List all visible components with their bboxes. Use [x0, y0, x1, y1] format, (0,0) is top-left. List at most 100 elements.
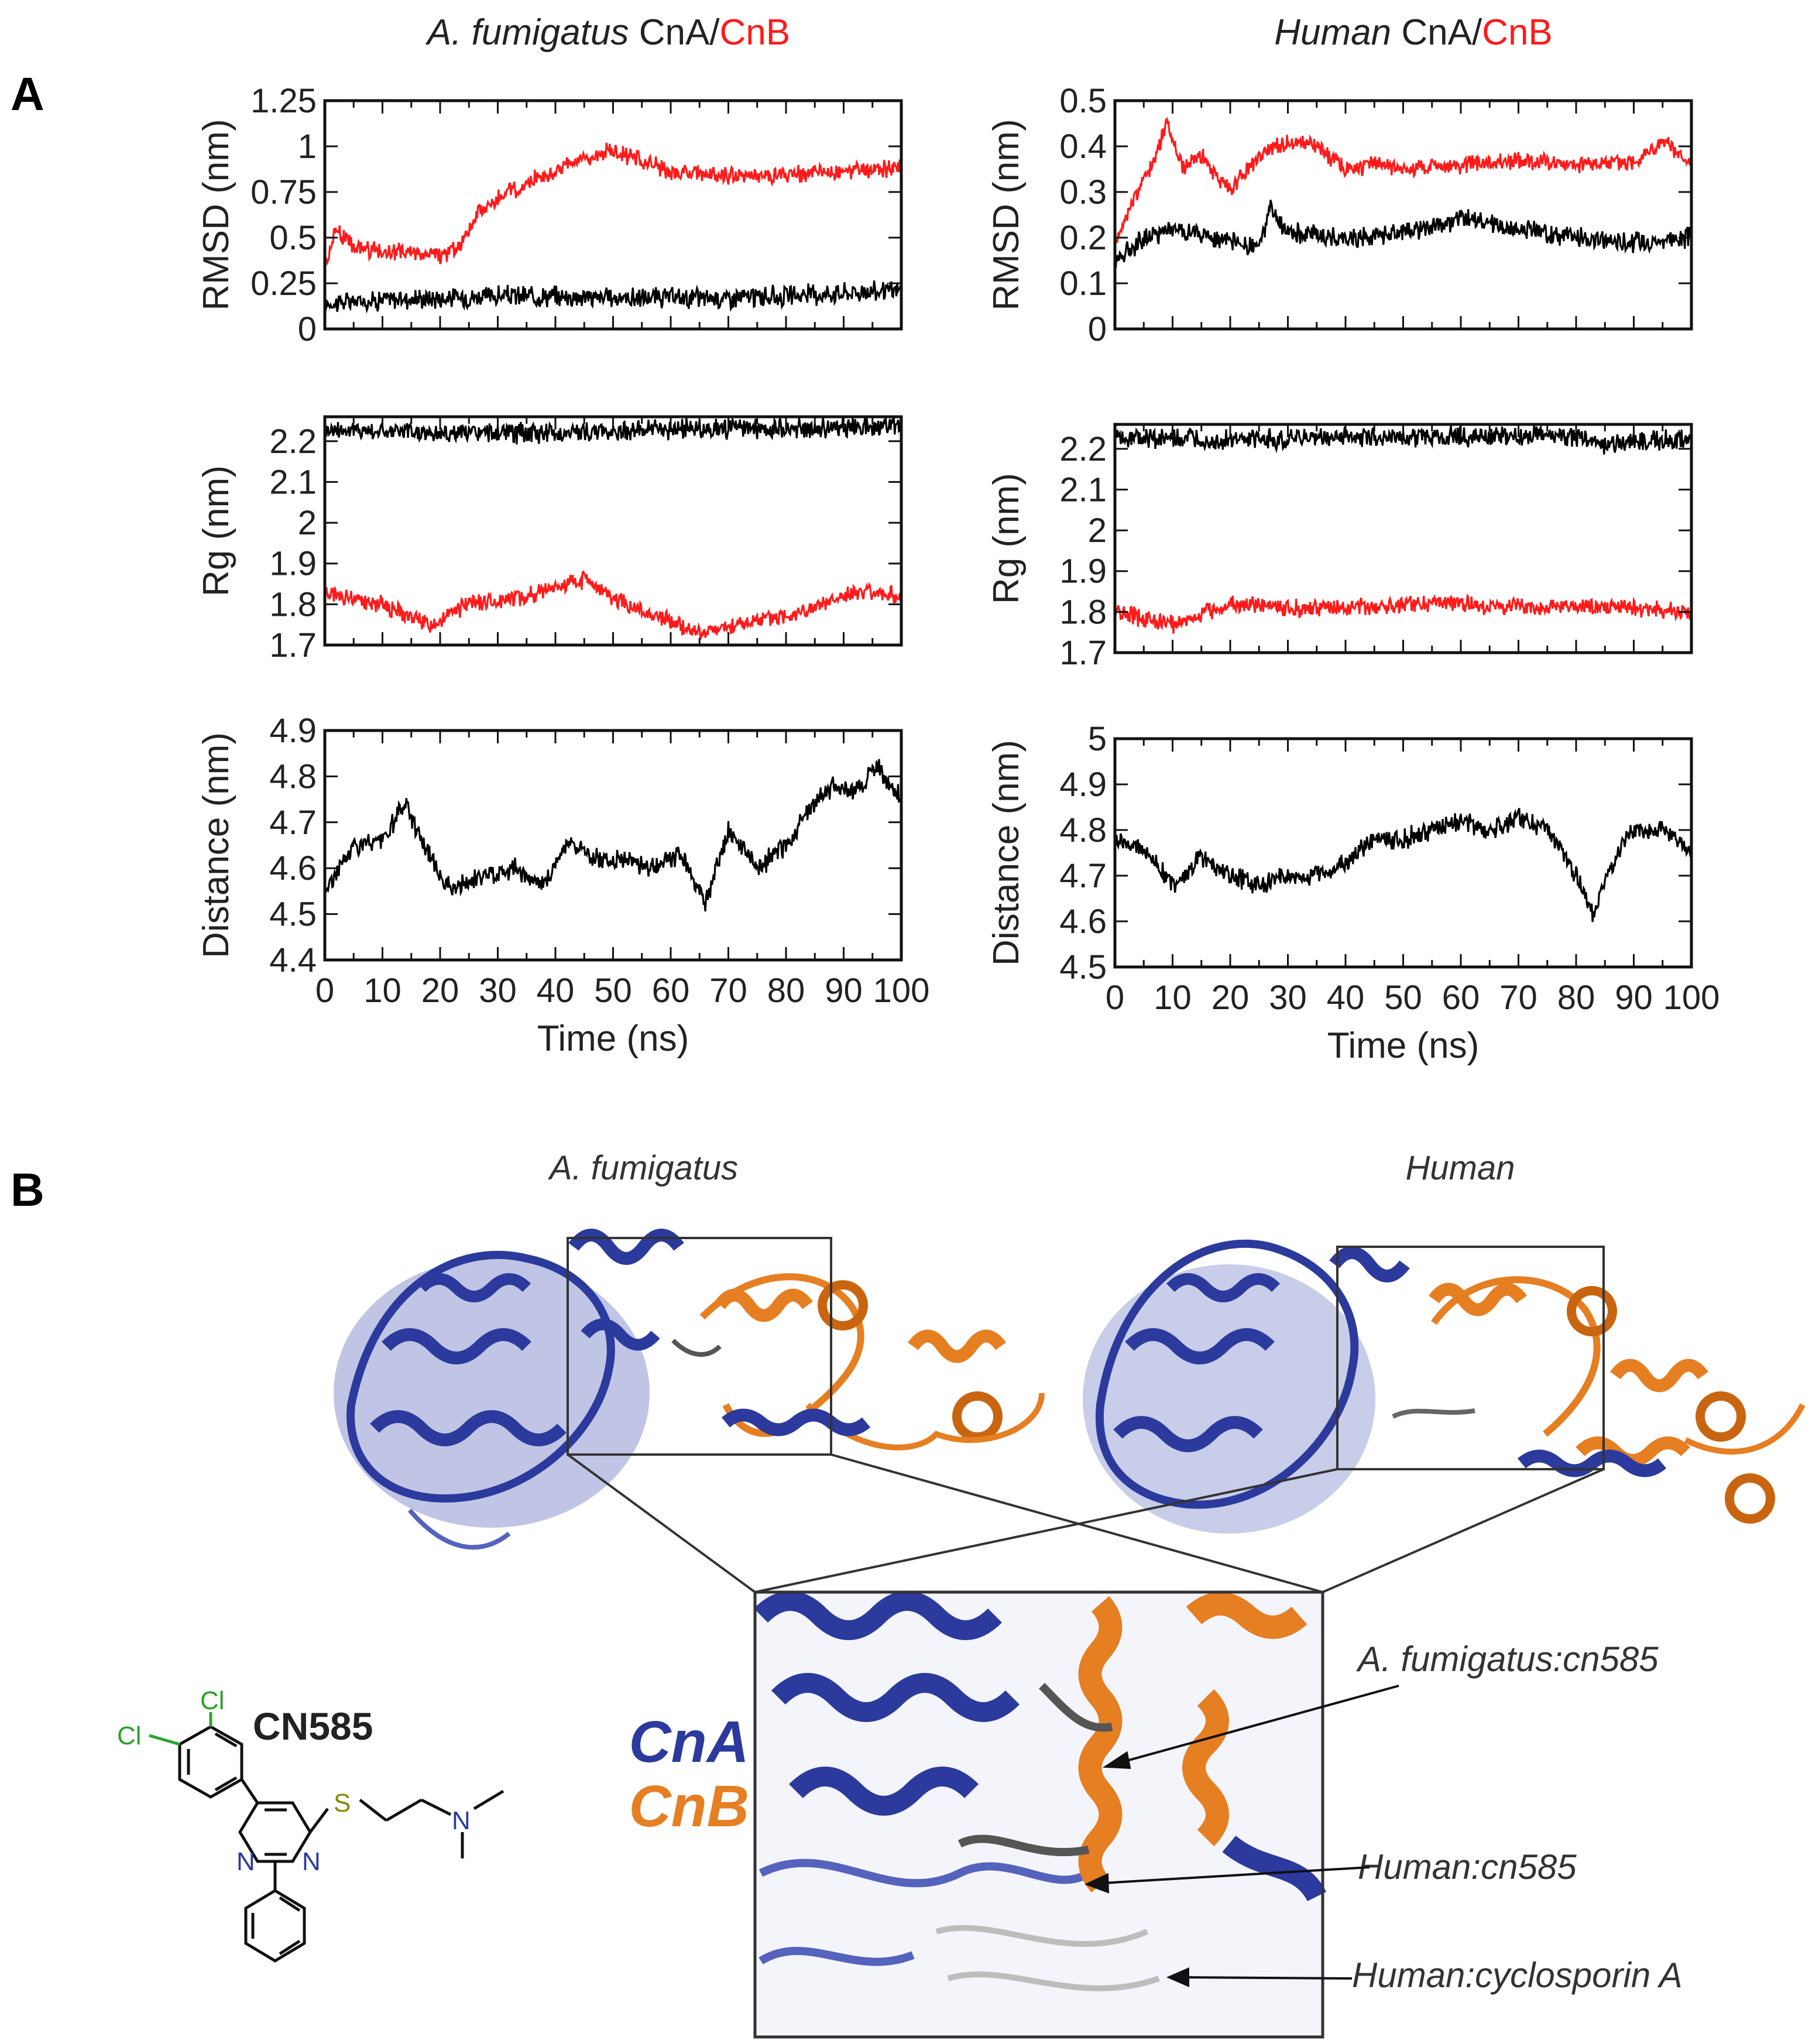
atom-cl-2: Cl	[117, 1721, 142, 1750]
structure-label-afumigatus: A. fumigatus	[548, 1149, 738, 1187]
y-tick-label: 4.9	[269, 712, 317, 750]
x-axis-label: Time (ns)	[1327, 1026, 1479, 1066]
zoom-connector-lines	[567, 1453, 1604, 1593]
y-tick-label: 2.2	[269, 423, 317, 461]
plot-frame	[323, 729, 903, 962]
y-tick-label: 0	[1088, 310, 1107, 348]
x-tick-label: 90	[1615, 979, 1653, 1017]
y-tick-label: 4.5	[1059, 948, 1107, 986]
cn585-atom-labels: Cl Cl N N S N CN585	[117, 1686, 471, 1876]
panel-a-label: A	[11, 68, 44, 120]
chart-1: 0 0.25 0.5 0.75 1 1.25 RMSD (nm)	[196, 82, 903, 348]
atom-n-2: N	[302, 1847, 321, 1876]
plot-frame	[1113, 99, 1693, 331]
y-tick-label: 4.8	[269, 757, 317, 795]
y-tick-label: 0.1	[1059, 265, 1107, 303]
x-tick-label: 80	[1557, 979, 1595, 1017]
x-tick-label: 70	[709, 972, 747, 1010]
chart-5: 1.71.81.922.12.2 Rg (nm)	[986, 423, 1693, 672]
x-tick-label: 70	[1499, 979, 1537, 1017]
y-tick-label: 1.8	[1059, 593, 1107, 631]
annotation-human-cyclosporin: Human:cyclosporin A	[1352, 1956, 1683, 1995]
y-tick-label: 4.4	[269, 941, 317, 979]
y-tick-label: 0.2	[1059, 219, 1107, 257]
atom-n-3: N	[452, 1806, 471, 1835]
y-tick-label: 0.4	[1059, 128, 1107, 166]
atom-n-1: N	[236, 1847, 255, 1876]
series-line-cnb	[1114, 593, 1692, 634]
x-tick-label: 50	[1384, 979, 1422, 1017]
y-tick-label: 4.5	[269, 896, 317, 934]
x-tick-label: 60	[1442, 979, 1480, 1017]
series-line-cna-cnb	[324, 759, 902, 912]
y-tick-label: 2	[1088, 512, 1107, 550]
y-axis-label: Distance (nm)	[196, 732, 236, 958]
x-tick-label: 10	[363, 972, 401, 1010]
series-line-cnb	[324, 570, 902, 640]
panel-b-label: B	[11, 1164, 44, 1216]
y-tick-label: 4.6	[1059, 903, 1107, 941]
x-tick-label: 100	[1663, 979, 1720, 1017]
y-tick-label: 4.6	[269, 849, 317, 887]
y-tick-label: 1.9	[269, 545, 317, 583]
y-tick-label: 2.2	[1059, 430, 1107, 468]
y-tick-label: 5	[1088, 720, 1107, 758]
y-tick-label: 2.1	[1059, 471, 1107, 509]
annotation-human-cn585: Human:cn585	[1358, 1847, 1577, 1887]
legend-cna: CnA	[629, 1709, 749, 1775]
x-tick-label: 30	[479, 972, 517, 1010]
zoomed-binding-site-image	[753, 1590, 1327, 2039]
chart-6: 4.54.64.74.84.950 10 20 30 40 50 60 70 80 90 100Di…	[986, 720, 1720, 1066]
x-tick-label: 0	[315, 972, 334, 1010]
y-tick-label: 0.75	[250, 173, 317, 211]
series-line-cnb	[324, 142, 902, 268]
x-tick-label: 30	[1269, 979, 1307, 1017]
series-line-cna	[324, 280, 902, 314]
chart-3: 4.4 4.5 4.6 4.7 4.8 4.9 0 10 20 30 40 50 60 70 80 90 100…	[196, 712, 929, 1059]
legend-cnb: CnB	[629, 1774, 749, 1839]
atom-s: S	[334, 1789, 351, 1817]
y-tick-label: 1.8	[269, 585, 317, 623]
chart-2: 1.71.81.922.12.2 Rg (nm)	[196, 414, 903, 664]
x-tick-label: 80	[767, 972, 805, 1010]
y-axis-label: Distance (nm)	[986, 740, 1027, 966]
y-tick-label: 1.25	[250, 82, 317, 120]
x-tick-label: 60	[652, 972, 690, 1010]
y-tick-label: 2.1	[269, 463, 317, 501]
x-tick-label: 100	[873, 972, 930, 1010]
series-line-cna	[1114, 200, 1693, 268]
chart-4: 0 0.1 0.2 0.3 0.4 0.5 RMSD (nm)	[986, 82, 1693, 348]
x-tick-label: 40	[1327, 979, 1365, 1017]
cn585-structure	[149, 1712, 504, 1963]
y-tick-label: 0	[298, 310, 317, 348]
y-tick-label: 2	[298, 504, 317, 542]
x-tick-label: 20	[1211, 979, 1250, 1017]
series-line-cnb	[1114, 116, 1693, 244]
column-title-human: Human CnA/CnB	[1274, 12, 1553, 53]
x-tick-label: 10	[1154, 979, 1192, 1017]
y-tick-label: 1.9	[1059, 553, 1107, 591]
x-tick-label: 40	[537, 972, 575, 1010]
compound-name: CN585	[253, 1705, 373, 1748]
y-tick-label: 1.7	[269, 626, 317, 664]
y-tick-label: 4.7	[1059, 857, 1107, 895]
x-tick-label: 20	[421, 972, 459, 1010]
y-axis-label: Rg (nm)	[986, 473, 1027, 604]
y-tick-label: 0.3	[1059, 173, 1107, 211]
y-tick-label: 0.5	[269, 219, 317, 257]
y-axis-label: Rg (nm)	[196, 465, 236, 596]
series-line-cna-cnb	[1114, 808, 1693, 922]
y-tick-label: 1.7	[1059, 634, 1107, 672]
y-tick-label: 4.9	[1059, 766, 1107, 804]
y-axis-label: RMSD (nm)	[196, 119, 236, 310]
y-tick-label: 1	[298, 128, 317, 166]
x-tick-label: 50	[594, 972, 632, 1010]
x-tick-label: 0	[1106, 979, 1124, 1017]
x-tick-label: 90	[825, 972, 863, 1010]
y-axis-label: RMSD (nm)	[986, 119, 1027, 310]
y-tick-label: 0.5	[1059, 82, 1107, 120]
structure-label-human: Human	[1406, 1149, 1515, 1187]
column-title-afumigatus: A. fumigatus CnA/CnB	[425, 12, 790, 53]
